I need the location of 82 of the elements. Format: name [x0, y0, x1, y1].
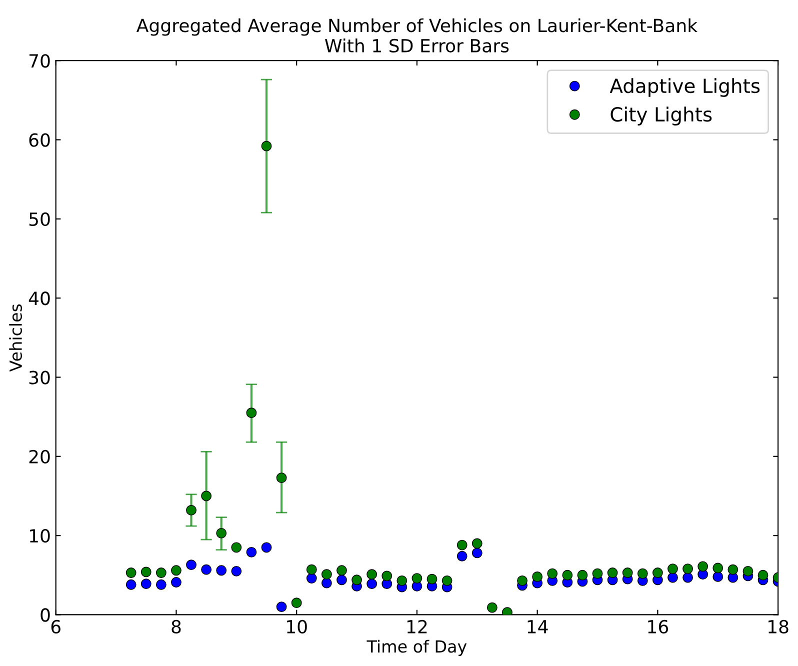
point	[171, 577, 182, 588]
point	[321, 569, 332, 580]
point	[682, 564, 693, 574]
chart-title: Aggregated Average Number of Vehicles on Laurier-Kent-Bank With 1 SD Error Bars	[136, 18, 698, 53]
point	[336, 574, 347, 586]
point	[246, 546, 257, 558]
point	[291, 598, 302, 608]
y-axis-title: Vehicles	[9, 304, 22, 372]
point	[352, 574, 362, 586]
point	[532, 572, 543, 582]
point	[321, 578, 332, 588]
point	[426, 574, 438, 584]
point	[171, 565, 182, 576]
x-tick-label: 18	[768, 620, 788, 634]
point	[276, 602, 287, 612]
point	[712, 572, 724, 582]
point	[396, 575, 408, 586]
point	[201, 490, 212, 502]
y-tick-label: 0	[40, 608, 50, 622]
point	[126, 579, 136, 590]
point	[186, 560, 196, 570]
y-tick-label: 60	[29, 133, 50, 147]
point	[592, 568, 603, 579]
point	[366, 569, 378, 580]
x-tick-label: 16	[648, 620, 668, 634]
x-tick-label: 10	[287, 620, 307, 634]
y-tick-label: 40	[28, 292, 50, 306]
point	[622, 568, 633, 578]
point	[216, 565, 227, 576]
point	[382, 570, 392, 582]
x-tick-label: 14	[528, 620, 548, 634]
point	[728, 564, 738, 575]
point	[366, 578, 378, 590]
point	[140, 578, 152, 590]
point	[742, 566, 754, 576]
point	[637, 568, 648, 579]
x-tick-label: 6	[51, 620, 60, 634]
point	[698, 561, 708, 572]
x-tick-label: 8	[172, 620, 181, 634]
point	[306, 573, 317, 584]
x-tick-label: 12	[407, 620, 427, 634]
point	[712, 562, 724, 574]
x-axis-title: Time of Day	[366, 640, 467, 656]
point	[156, 568, 166, 578]
point	[472, 538, 482, 549]
y-tick-label: 50	[29, 212, 50, 226]
y-tick-label: 70	[30, 54, 50, 68]
point	[201, 564, 212, 575]
point	[306, 564, 317, 575]
point	[412, 573, 422, 584]
point	[456, 540, 468, 550]
point	[607, 568, 618, 578]
point	[668, 564, 678, 574]
point	[216, 528, 227, 538]
point	[682, 572, 693, 583]
point	[547, 568, 558, 579]
point	[276, 472, 287, 483]
point	[456, 550, 468, 562]
point	[231, 542, 242, 553]
point	[186, 505, 196, 516]
point	[140, 566, 152, 578]
point	[246, 408, 257, 418]
point	[517, 575, 528, 586]
point	[758, 570, 768, 580]
point	[261, 140, 272, 152]
legend-label: Adaptive Lights	[610, 78, 760, 97]
legend-label: City Lights	[610, 106, 712, 126]
point	[336, 565, 347, 576]
point	[652, 568, 663, 578]
y-tick-label: 30	[29, 370, 50, 384]
point	[126, 568, 136, 578]
y-tick-label: 20	[29, 450, 50, 464]
point	[472, 548, 482, 558]
point	[668, 572, 678, 583]
y-tick-label: 10	[30, 529, 50, 543]
point	[261, 542, 272, 553]
point	[231, 566, 242, 576]
point	[577, 570, 588, 580]
point	[486, 602, 498, 613]
point	[442, 575, 452, 586]
point	[562, 570, 573, 580]
point	[156, 579, 166, 590]
